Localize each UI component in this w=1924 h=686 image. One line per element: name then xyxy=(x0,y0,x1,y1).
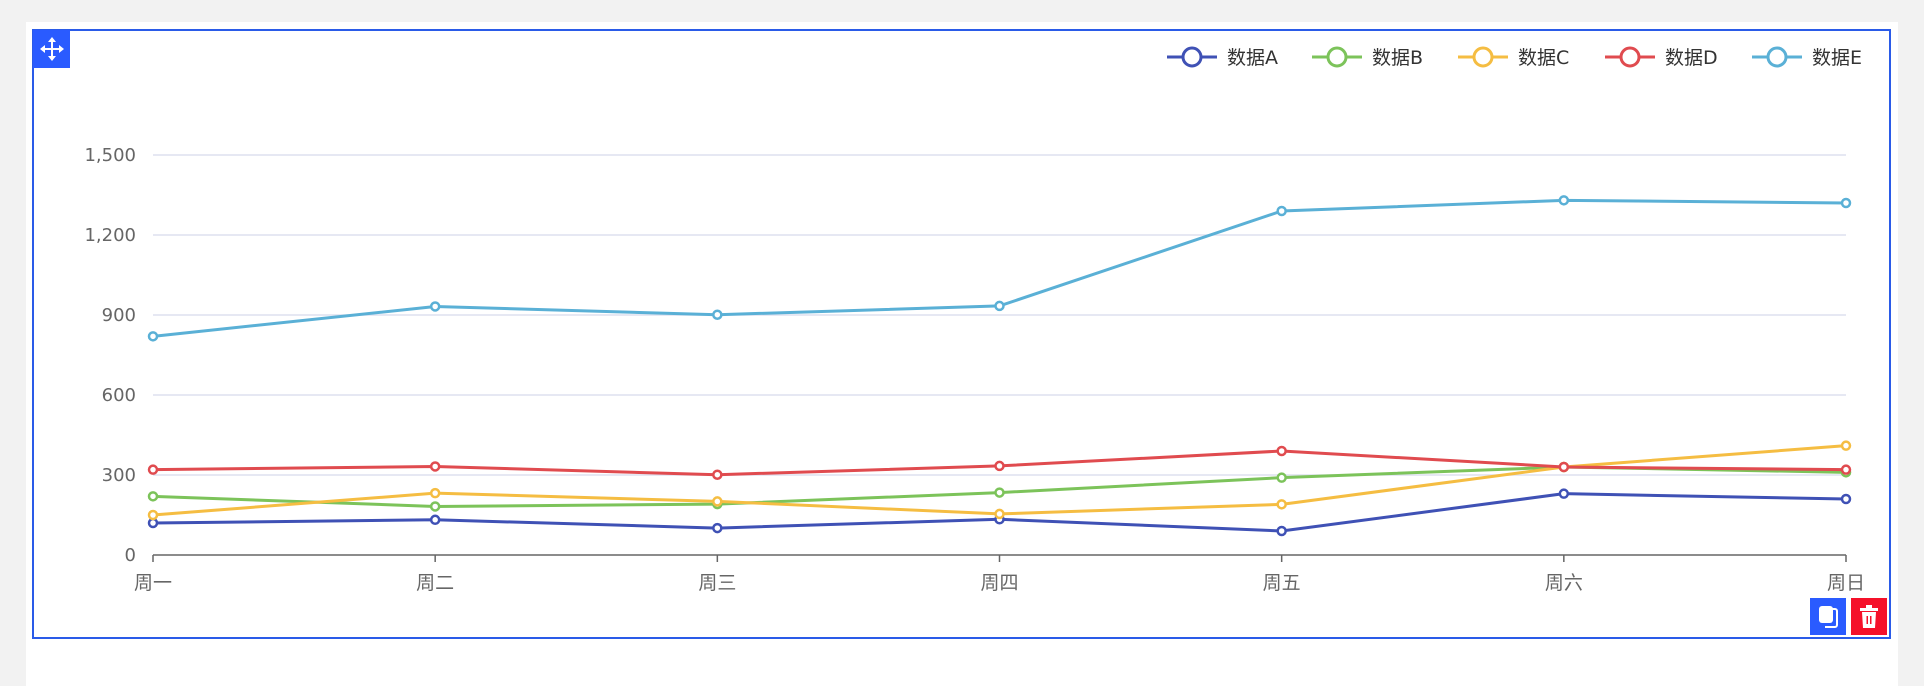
x-tick-label: 周五 xyxy=(1263,572,1301,594)
x-tick-label: 周一 xyxy=(134,572,172,594)
data-point xyxy=(429,487,441,499)
legend-label: 数据B xyxy=(1372,47,1423,69)
data-point xyxy=(1840,197,1852,209)
data-point xyxy=(994,300,1005,312)
data-point xyxy=(1276,499,1287,510)
data-point xyxy=(994,487,1005,498)
legend-circle-icon xyxy=(1619,46,1641,68)
data-point xyxy=(1558,195,1570,206)
legend-item: 数据C xyxy=(1458,46,1569,69)
data-point xyxy=(1840,493,1852,505)
y-tick-label: 1,500 xyxy=(84,145,136,166)
data-point xyxy=(712,522,723,534)
data-point xyxy=(712,496,723,507)
copy-icon xyxy=(1819,605,1838,628)
data-point xyxy=(994,508,1005,520)
series-数据E xyxy=(147,195,1852,342)
x-tick-label: 周日 xyxy=(1827,572,1865,594)
data-point xyxy=(1276,205,1287,217)
legend-item: 数据E xyxy=(1752,46,1862,69)
chart-selection-frame xyxy=(32,29,1891,639)
data-point xyxy=(1558,488,1570,499)
legend-label: 数据D xyxy=(1665,47,1718,69)
data-point xyxy=(1276,445,1287,457)
y-tick-label: 0 xyxy=(125,545,136,566)
legend-label: 数据C xyxy=(1518,47,1569,69)
data-point xyxy=(429,301,441,312)
data-point xyxy=(147,491,159,502)
data-point xyxy=(1276,525,1287,537)
series-数据C xyxy=(147,440,1852,521)
delete-button[interactable] xyxy=(1851,598,1887,635)
legend-circle-icon xyxy=(1472,46,1494,68)
y-tick-label: 600 xyxy=(102,385,136,406)
widget-panel xyxy=(26,22,1898,686)
data-point xyxy=(147,509,159,521)
y-tick-label: 300 xyxy=(102,465,136,486)
legend-item: 数据D xyxy=(1605,46,1718,69)
legend-label: 数据E xyxy=(1812,47,1862,69)
series-line xyxy=(152,465,1847,508)
legend-item: 数据B xyxy=(1312,46,1423,69)
legend-label: 数据A xyxy=(1227,47,1278,69)
series-数据A xyxy=(147,488,1852,537)
data-point xyxy=(994,460,1005,472)
data-point xyxy=(147,464,159,475)
data-point xyxy=(712,309,723,320)
move-arrows-icon xyxy=(39,37,64,61)
legend-item: 数据A xyxy=(1167,46,1278,69)
data-point xyxy=(1558,461,1570,473)
copy-button[interactable] xyxy=(1810,598,1846,635)
data-point xyxy=(147,331,159,342)
x-tick-label: 周四 xyxy=(980,572,1018,594)
legend-circle-icon xyxy=(1326,46,1348,68)
y-tick-label: 900 xyxy=(102,305,136,326)
y-tick-label: 1,200 xyxy=(84,225,136,246)
data-point xyxy=(429,461,441,472)
legend-circle-icon xyxy=(1766,46,1788,68)
data-point xyxy=(1840,464,1852,475)
x-tick-label: 周二 xyxy=(416,572,454,594)
series-数据D xyxy=(147,445,1852,480)
x-tick-label: 周三 xyxy=(698,572,736,594)
series-line xyxy=(152,198,1847,338)
data-point xyxy=(429,501,441,512)
move-handle[interactable] xyxy=(33,30,70,68)
data-point xyxy=(429,514,441,526)
legend-circle-icon xyxy=(1181,46,1203,68)
trash-icon xyxy=(1860,604,1878,628)
data-point xyxy=(712,469,723,480)
x-tick-label: 周六 xyxy=(1545,572,1583,594)
data-point xyxy=(1840,440,1852,451)
data-point xyxy=(1276,472,1287,483)
